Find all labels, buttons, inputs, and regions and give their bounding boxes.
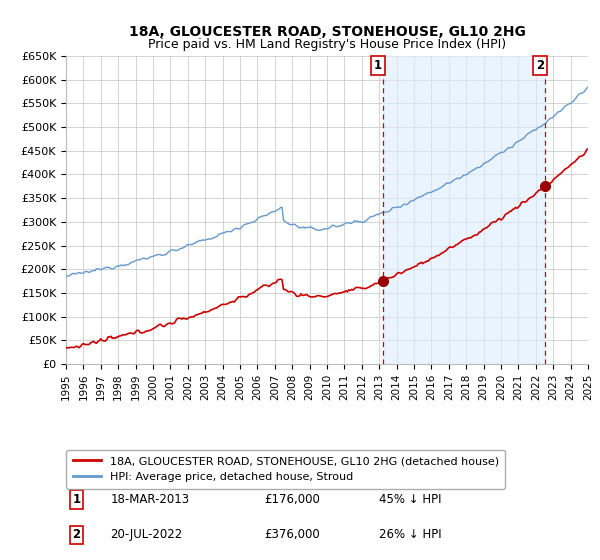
Text: 1: 1: [374, 59, 382, 72]
Text: Price paid vs. HM Land Registry's House Price Index (HPI): Price paid vs. HM Land Registry's House …: [148, 39, 506, 52]
Text: 1: 1: [73, 493, 80, 506]
Text: 18A, GLOUCESTER ROAD, STONEHOUSE, GL10 2HG: 18A, GLOUCESTER ROAD, STONEHOUSE, GL10 2…: [128, 25, 526, 39]
Text: 2: 2: [73, 529, 80, 542]
Bar: [383, 56, 545, 364]
Text: 20-JUL-2022: 20-JUL-2022: [110, 529, 182, 542]
Text: 18-MAR-2013: 18-MAR-2013: [110, 493, 190, 506]
Text: 45% ↓ HPI: 45% ↓ HPI: [379, 493, 442, 506]
Text: £376,000: £376,000: [265, 529, 320, 542]
Text: £176,000: £176,000: [265, 493, 320, 506]
Text: 2: 2: [536, 59, 544, 72]
Text: 26% ↓ HPI: 26% ↓ HPI: [379, 529, 442, 542]
Legend: 18A, GLOUCESTER ROAD, STONEHOUSE, GL10 2HG (detached house), HPI: Average price,: 18A, GLOUCESTER ROAD, STONEHOUSE, GL10 2…: [67, 450, 505, 488]
